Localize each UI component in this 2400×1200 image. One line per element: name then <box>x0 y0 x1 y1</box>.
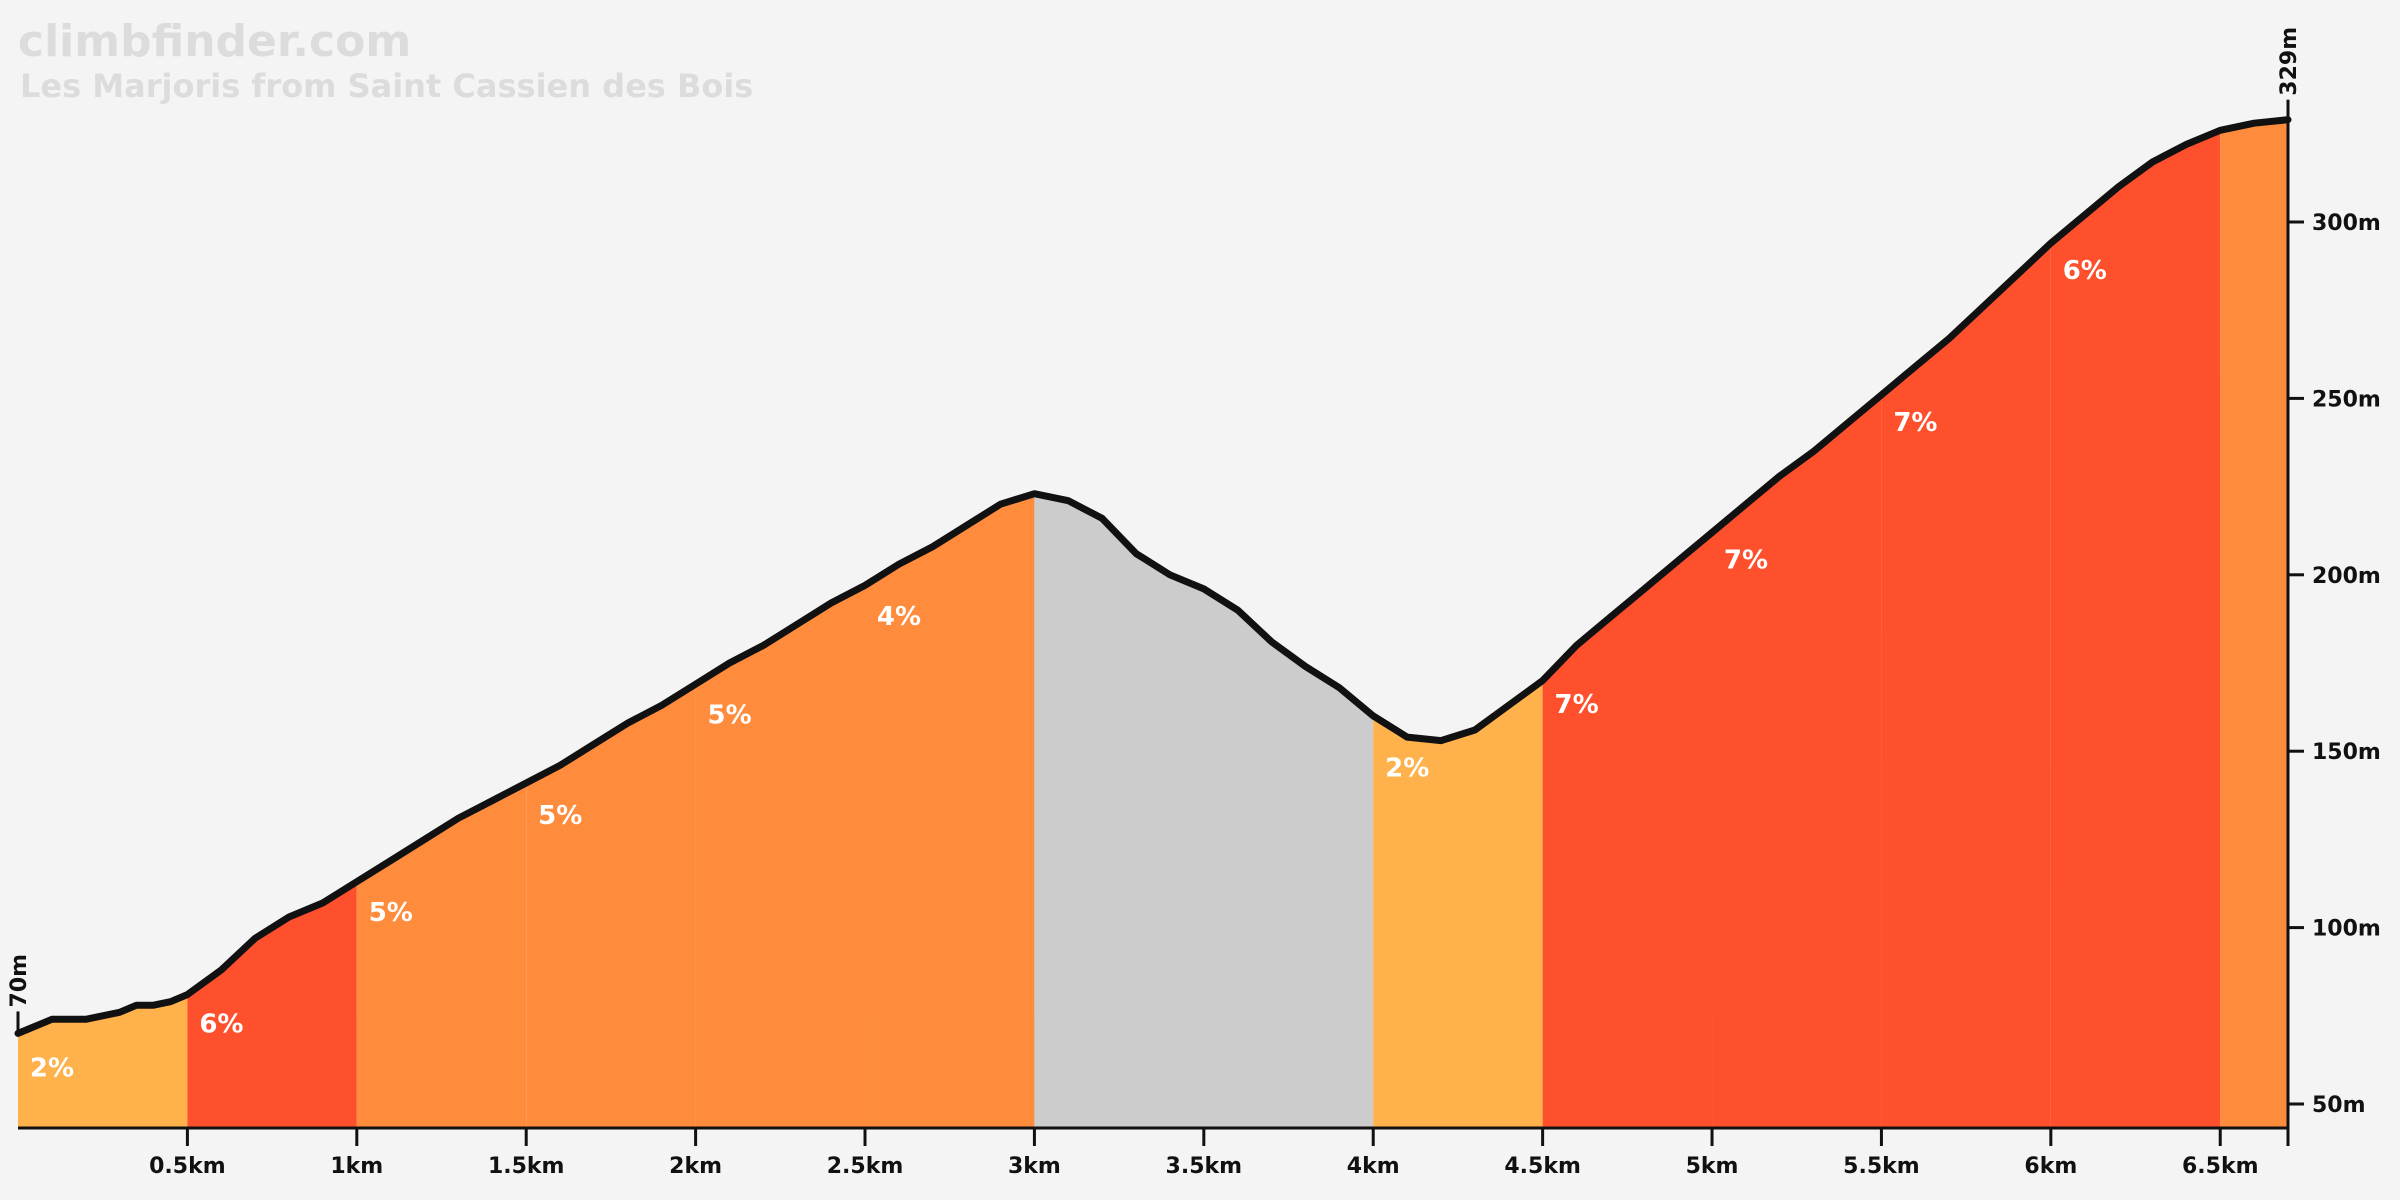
gradient-segment-7 <box>1373 680 1543 1128</box>
gradient-segment-5 <box>865 493 1035 1128</box>
gradient-segments <box>18 119 2288 1129</box>
x-tick-label: 1.5km <box>488 1154 565 1179</box>
gradient-segment-1 <box>187 881 357 1128</box>
start-elevation-label: 70m <box>7 954 32 1008</box>
gradient-label: 7% <box>1555 690 1599 720</box>
y-tick-label: 250m <box>2312 387 2381 412</box>
gradient-label: 6% <box>199 1009 243 1039</box>
elevation-end-labels: 70m 329m <box>7 27 2302 1034</box>
y-tick-label: 150m <box>2312 740 2381 765</box>
x-tick-label: 6.5km <box>2182 1154 2259 1179</box>
gradient-label: 5% <box>538 801 582 831</box>
x-tick-label: 5.5km <box>1843 1154 1920 1179</box>
climb-title: Les Marjoris from Saint Cassien des Bois <box>20 67 753 105</box>
y-tick-label: 50m <box>2312 1093 2366 1118</box>
gradient-segment-11 <box>2050 130 2221 1129</box>
gradient-label: 2% <box>1385 754 1429 784</box>
gradient-segment-10 <box>1881 243 2051 1128</box>
end-elevation-label: 329m <box>2277 27 2302 96</box>
gradient-segment-6 <box>1034 493 1374 1128</box>
y-axis: 50m 100m 150m 200m 250m 300m <box>2286 119 2381 1128</box>
elevation-profile-line <box>14 116 2292 1037</box>
gradient-segment-4 <box>695 585 866 1128</box>
gradient-segment-0 <box>18 994 188 1128</box>
y-tick-label: 300m <box>2312 211 2381 236</box>
gradient-segment-2 <box>356 783 527 1128</box>
x-tick-label: 6km <box>2024 1154 2077 1179</box>
x-tick-label: 0.5km <box>149 1154 226 1179</box>
gradient-label: 7% <box>1893 408 1937 438</box>
x-tick-label: 3km <box>1008 1154 1061 1179</box>
y-tick-label: 200m <box>2312 564 2381 589</box>
gradient-labels: 2% 6% 5% 5% 5% 4% 2% 7% 7% 7% 6% <box>30 256 2107 1083</box>
gradient-segment-3 <box>526 684 696 1128</box>
x-tick-label: 5km <box>1686 1154 1739 1179</box>
x-tick-label: 4km <box>1347 1154 1400 1179</box>
x-tick-label: 1km <box>330 1154 383 1179</box>
x-tick-label: 2km <box>669 1154 722 1179</box>
gradient-label: 6% <box>2063 256 2107 286</box>
gradient-label: 2% <box>30 1053 74 1083</box>
x-tick-label: 2.5km <box>827 1154 904 1179</box>
gradient-label: 5% <box>369 898 413 928</box>
gradient-label: 5% <box>708 701 752 731</box>
x-tick-label: 3.5km <box>1166 1154 1243 1179</box>
gradient-segment-8 <box>1542 532 1713 1128</box>
gradient-label: 7% <box>1724 545 1768 575</box>
profile-line-layer <box>14 116 2292 1037</box>
gradient-segment-9 <box>1712 394 1882 1128</box>
x-tick-label: 4.5km <box>1504 1154 1581 1179</box>
gradient-segment-12 <box>2220 119 2288 1128</box>
gradient-label: 4% <box>877 602 921 632</box>
brand-site-name: climbfinder.com <box>18 16 411 67</box>
y-tick-label: 100m <box>2312 917 2381 942</box>
x-axis: 0.5km 1km 1.5km 2km 2.5km 3km 3.5km 4km 4.5km 5km… <box>18 1126 2290 1179</box>
